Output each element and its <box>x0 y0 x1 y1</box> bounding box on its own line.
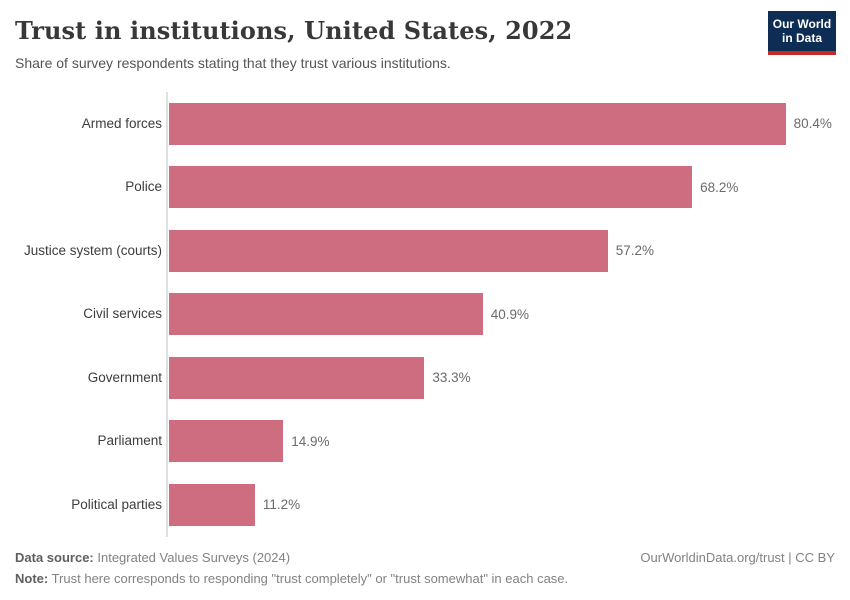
data-source-text: Data source: Integrated Values Surveys (… <box>15 550 290 565</box>
bar-area: 33.3% <box>162 356 850 399</box>
y-axis-line <box>166 92 168 537</box>
bar-area: 40.9% <box>162 293 850 336</box>
chart-footer: Data source: Integrated Values Surveys (… <box>15 550 835 586</box>
bar[interactable] <box>169 293 483 336</box>
bar[interactable] <box>169 102 786 145</box>
category-label: Political parties <box>71 496 162 512</box>
bar-row: Political parties 11.2% <box>0 473 850 537</box>
value-label: 68.2% <box>700 179 739 195</box>
footer-row-source: Data source: Integrated Values Surveys (… <box>15 550 835 565</box>
bar-area: 80.4% <box>162 102 850 145</box>
value-label: 57.2% <box>615 243 654 259</box>
value-label: 40.9% <box>490 306 529 322</box>
note-value: Trust here corresponds to responding "tr… <box>48 571 569 586</box>
bar-row: Justice system (courts) 57.2% <box>0 219 850 283</box>
category-label: Government <box>87 369 162 385</box>
owid-logo[interactable]: Our World in Data <box>768 11 836 55</box>
bar-row: Government 33.3% <box>0 346 850 410</box>
owid-cc-link[interactable]: OurWorldinData.org/trust | CC BY <box>640 550 835 565</box>
bar[interactable] <box>169 356 425 399</box>
bar-row: Armed forces 80.4% <box>0 92 850 156</box>
category-label: Parliament <box>97 433 162 449</box>
value-label: 33.3% <box>432 370 471 386</box>
footer-row-note: Note: Trust here corresponds to respondi… <box>15 571 835 586</box>
owid-logo-line1: Our World <box>772 17 832 31</box>
category-label: Armed forces <box>81 115 162 131</box>
bar-row: Parliament 14.9% <box>0 410 850 474</box>
data-source-value: Integrated Values Surveys (2024) <box>93 550 291 565</box>
note-label: Note: <box>15 571 49 586</box>
value-label: 14.9% <box>291 433 330 449</box>
chart-title: Trust in institutions, United States, 20… <box>15 16 573 45</box>
chart-header: Trust in institutions, United States, 20… <box>0 0 850 71</box>
category-label: Justice system (courts) <box>23 242 162 258</box>
bar-row: Civil services 40.9% <box>0 283 850 347</box>
bar-area: 68.2% <box>162 166 850 209</box>
owid-logo-line2: in Data <box>781 31 822 45</box>
bar-area: 14.9% <box>162 420 850 463</box>
value-label: 80.4% <box>793 116 832 132</box>
bar[interactable] <box>169 229 608 272</box>
data-source-label: Data source: <box>15 550 94 565</box>
bar-area: 57.2% <box>162 229 850 272</box>
bar[interactable] <box>169 420 284 463</box>
bar[interactable] <box>169 166 693 209</box>
plot-rows: Armed forces 80.4% Police 68.2% Justice … <box>0 92 850 537</box>
category-label: Police <box>125 179 162 195</box>
category-label: Civil services <box>83 306 162 322</box>
bar[interactable] <box>169 483 255 526</box>
bar-area: 11.2% <box>162 483 850 526</box>
bar-chart-plot: Armed forces 80.4% Police 68.2% Justice … <box>0 92 850 537</box>
chart-subtitle: Share of survey respondents stating that… <box>15 55 451 71</box>
bar-row: Police 68.2% <box>0 156 850 220</box>
value-label: 11.2% <box>262 497 301 513</box>
